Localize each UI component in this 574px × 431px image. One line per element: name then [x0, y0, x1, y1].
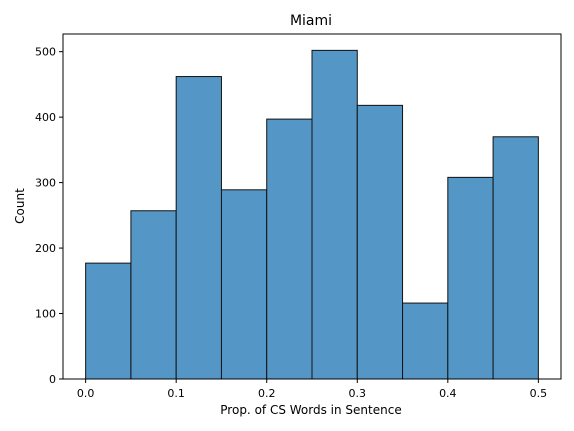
y-tick-label-0: 0	[49, 373, 56, 386]
x-axis-label: Prop. of CS Words in Sentence	[220, 403, 401, 417]
y-axis-ticks: 0 100 200 300 400 500	[35, 46, 63, 386]
histogram-bar-3	[220, 189, 268, 380]
y-tick-label-5: 500	[35, 46, 56, 59]
histogram-bar-5	[311, 49, 358, 380]
histogram-bar-2	[175, 76, 222, 380]
x-tick-label-5: 0.5	[530, 387, 548, 400]
histogram-bar-4	[266, 118, 313, 380]
x-tick-label-4: 0.4	[439, 387, 457, 400]
plot-frame	[62, 33, 562, 380]
x-tick-label-3: 0.3	[349, 387, 367, 400]
histogram-bar-6	[356, 104, 404, 380]
chart-title: Miami	[290, 13, 332, 29]
x-tick-label-2: 0.2	[258, 387, 276, 400]
histogram-bar-8	[447, 176, 494, 380]
y-tick-label-2: 200	[35, 242, 56, 255]
y-axis-label: Count	[13, 188, 27, 224]
x-tick-label-0: 0.0	[77, 387, 95, 400]
axes-layer	[62, 33, 562, 380]
x-axis-ticks: 0.0 0.1 0.2 0.3 0.4 0.5	[77, 379, 547, 400]
bars-layer	[85, 49, 539, 380]
histogram-bar-0	[85, 262, 132, 380]
y-tick-label-4: 400	[35, 111, 56, 124]
histogram-bar-9	[492, 136, 539, 380]
x-tick-label-1: 0.1	[167, 387, 185, 400]
y-tick-label-3: 300	[35, 177, 56, 190]
y-tick-label-1: 100	[35, 308, 56, 321]
histogram-bar-7	[402, 302, 449, 380]
histogram-bar-1	[130, 210, 177, 380]
